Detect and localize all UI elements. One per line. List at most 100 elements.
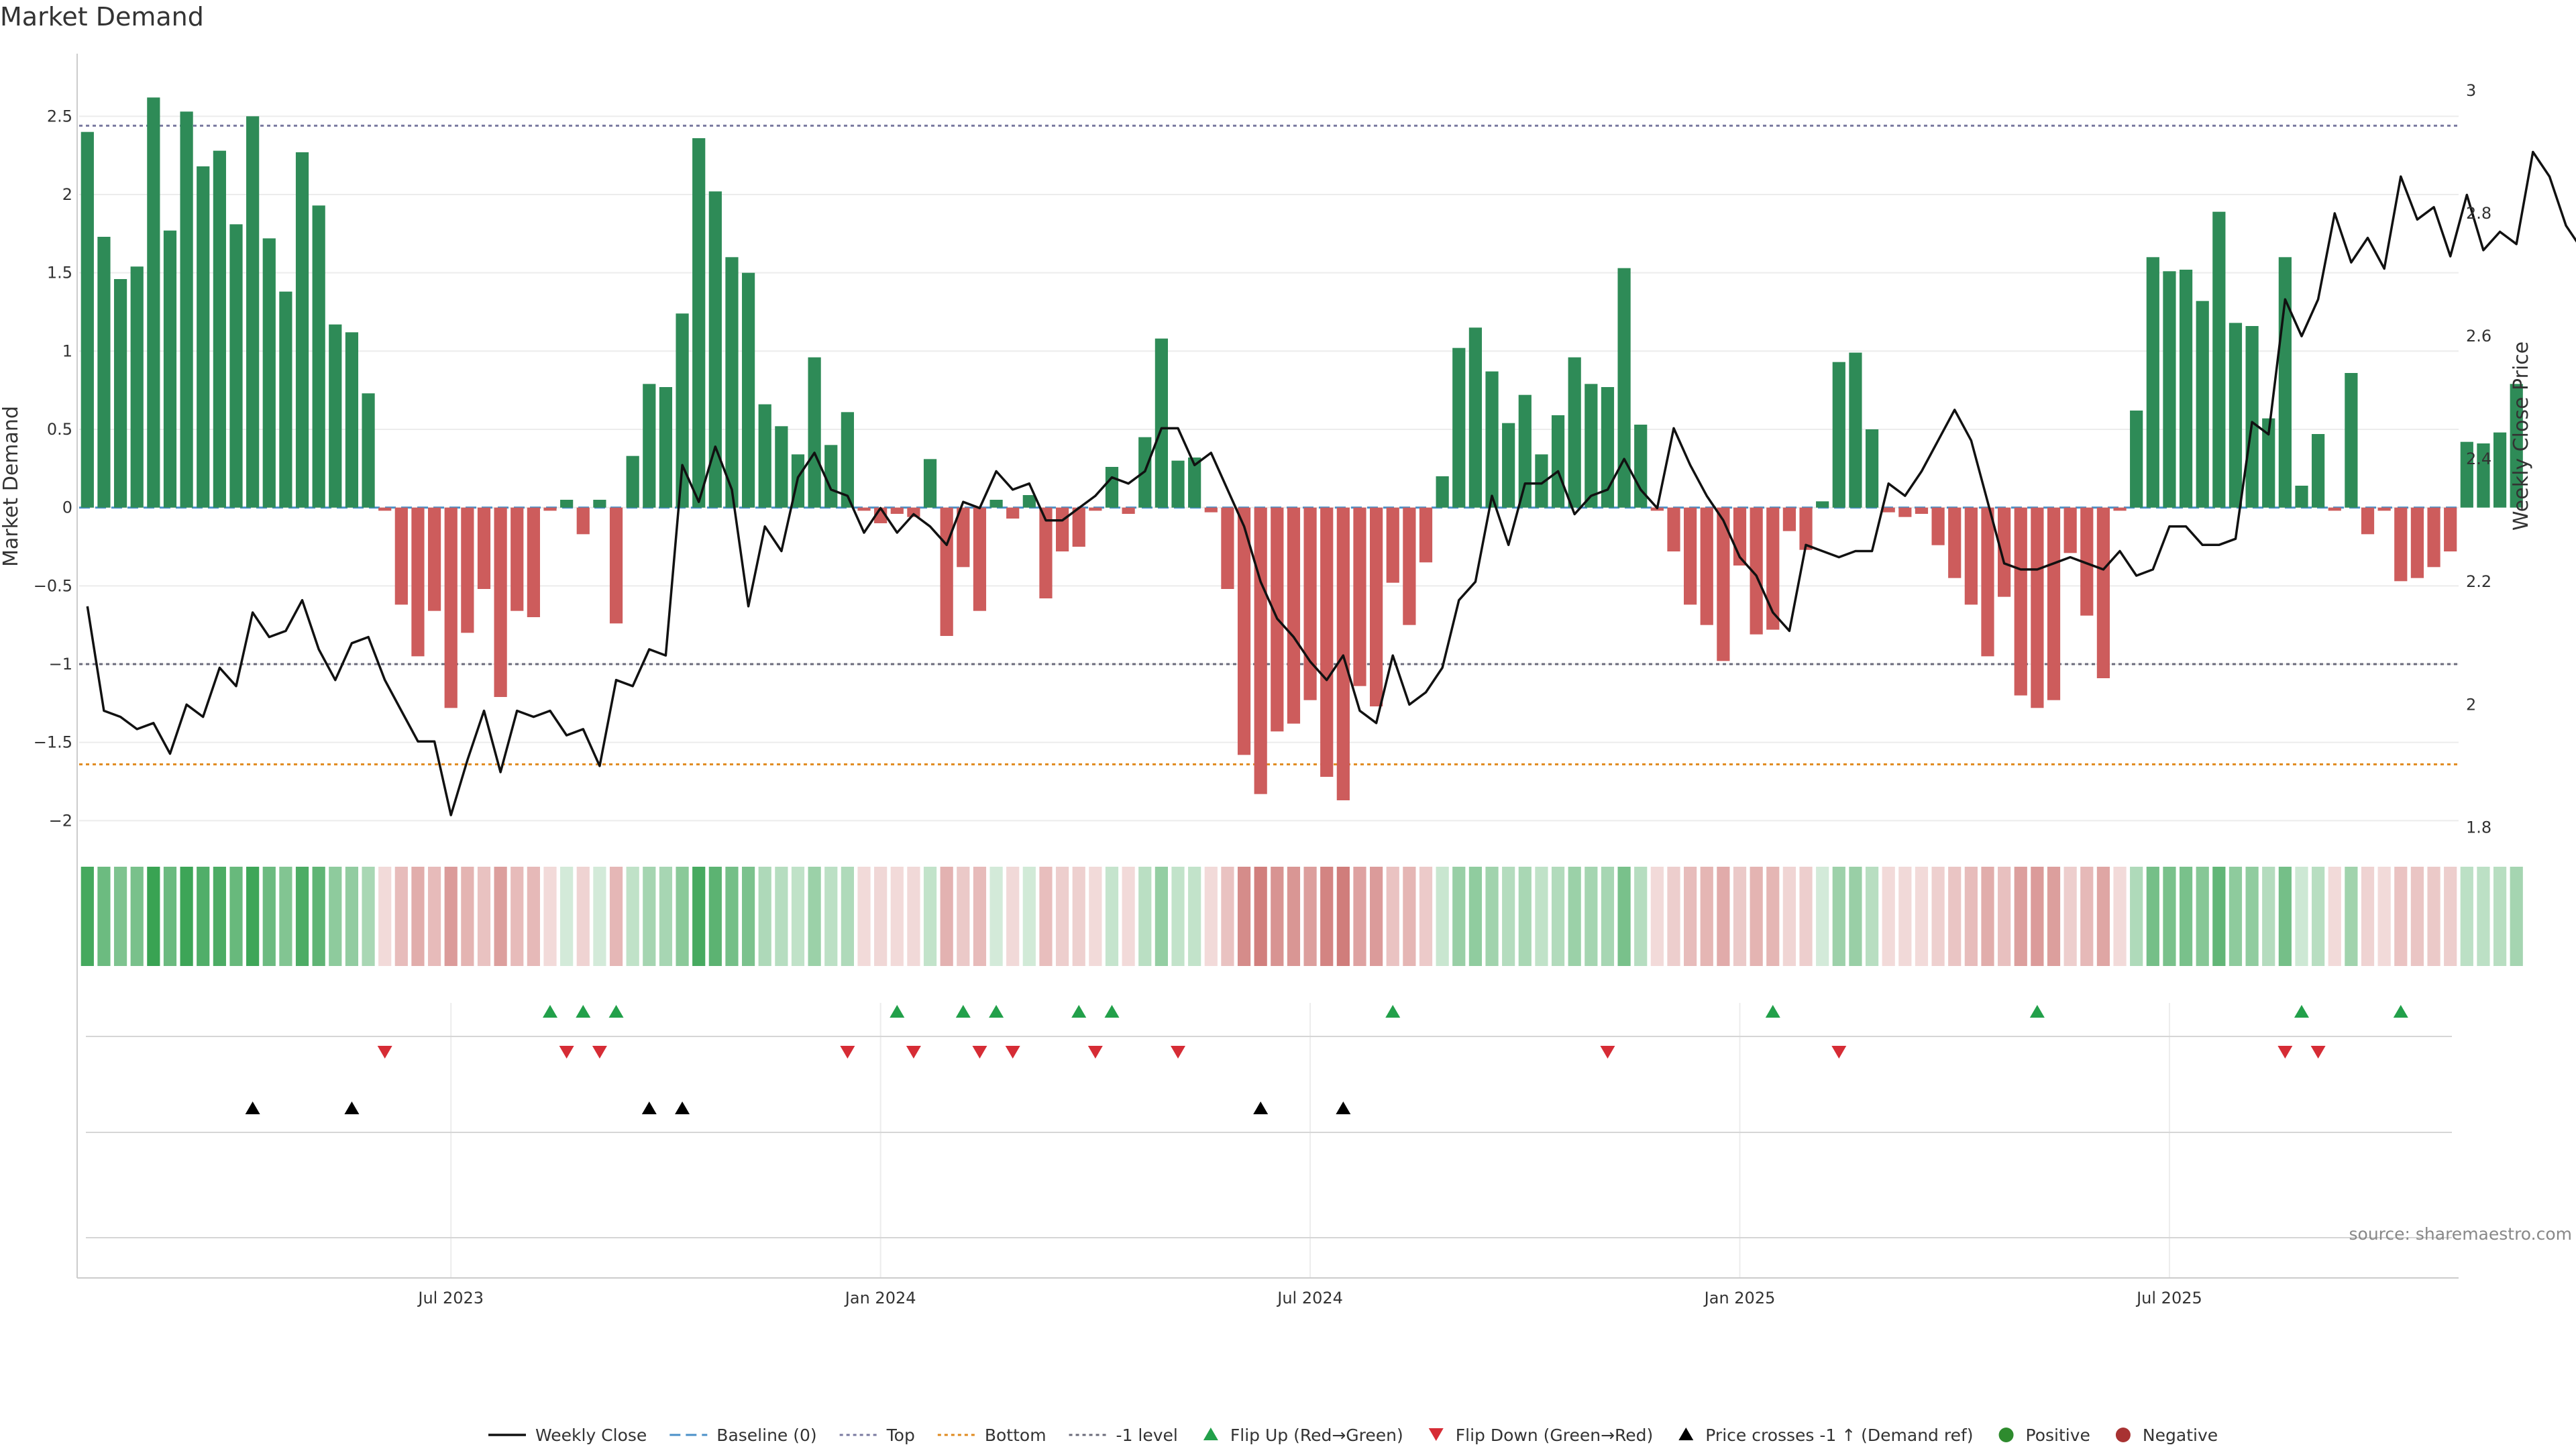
legend-label: -1 level <box>1116 1426 1178 1445</box>
y-left-tick-label: 0 <box>62 498 72 517</box>
demand-bar <box>1551 415 1565 508</box>
demand-bar <box>2345 373 2358 508</box>
strip-cell <box>1518 867 1532 966</box>
flip-down-marker <box>972 1046 987 1059</box>
strip-cell <box>1601 867 1615 966</box>
legend-item: Flip Down (Green→Red) <box>1428 1426 1653 1445</box>
demand-bar <box>477 507 491 589</box>
strip-cell <box>708 867 722 966</box>
reference-lines <box>79 124 2459 765</box>
strip-cell <box>262 867 276 966</box>
strip-cell <box>2312 867 2325 966</box>
demand-bar <box>1816 501 1829 508</box>
demand-bar <box>2328 507 2341 511</box>
flip-up-marker <box>543 1005 558 1018</box>
strip-cell <box>692 867 706 966</box>
strip-cell <box>2080 867 2094 966</box>
strip-cell <box>2477 867 2490 966</box>
demand-bar <box>1336 507 1350 800</box>
demand-bar <box>758 404 771 508</box>
strip-cell <box>279 867 292 966</box>
strip-cell <box>1585 867 1598 966</box>
strip-cell <box>2163 867 2176 966</box>
price-cross-marker <box>245 1102 260 1114</box>
strip-cell <box>576 867 590 966</box>
demand-bar <box>560 500 574 508</box>
demand-bar <box>1750 507 1763 635</box>
flip-down-marker <box>1087 1046 1103 1059</box>
demand-bar <box>2477 443 2490 508</box>
strip-cell <box>213 867 226 966</box>
demand-bar <box>907 507 920 517</box>
demand-bar <box>1055 507 1069 551</box>
strip-cell <box>1700 867 1713 966</box>
strip-cell <box>345 867 359 966</box>
x-axis: Jul 2023 Jan 2024 Jul 2024 Jan 2025 Jul 2025 <box>77 1277 2459 1307</box>
event-markers <box>245 1005 2408 1114</box>
strip-cell <box>1799 867 1813 966</box>
strip-cell <box>874 867 888 966</box>
demand-bar <box>1634 425 1648 508</box>
demand-bar <box>2444 507 2457 551</box>
demand-bar <box>808 357 821 508</box>
demand-bar <box>2080 507 2094 616</box>
legend-item: Top <box>839 1426 915 1445</box>
legend-swatch-negative <box>2115 1428 2131 1442</box>
strip-cell <box>1981 867 1994 966</box>
strip-cell <box>2212 867 2226 966</box>
x-tick-label: Jul 2024 <box>1276 1289 1343 1307</box>
flip-down-marker <box>1831 1046 1847 1059</box>
strip-cell <box>1237 867 1251 966</box>
strip-cell <box>1750 867 1763 966</box>
strip-cell <box>2262 867 2275 966</box>
weekly-close-line <box>86 150 2576 816</box>
legend-label: Price crosses -1 ↑ (Demand ref) <box>1705 1426 1973 1445</box>
strip-cell <box>2328 867 2341 966</box>
strip-cell <box>2146 867 2159 966</box>
strip-cell <box>2410 867 2424 966</box>
strip-cell <box>1370 867 1383 966</box>
strip-cell <box>1634 867 1648 966</box>
demand-bar <box>1766 507 1780 630</box>
demand-bar <box>725 257 739 508</box>
demand-bar <box>2146 257 2159 508</box>
demand-bar <box>1436 476 1449 508</box>
legend: Weekly Close Baseline (0) Top Bottom -1 leve… <box>488 1426 2218 1445</box>
strip-cell <box>2245 867 2259 966</box>
legend-item: Flip Up (Red→Green) <box>1203 1426 1403 1445</box>
demand-bar <box>527 507 540 617</box>
flip-up-marker <box>1071 1005 1087 1018</box>
demand-bar <box>1915 507 1929 514</box>
demand-bar <box>1188 458 1201 508</box>
demand-bar <box>1700 507 1713 625</box>
demand-bar <box>362 393 375 508</box>
strip-cell <box>2179 867 2193 966</box>
demand-bar <box>1287 507 1301 724</box>
strip-cell <box>1931 867 1945 966</box>
demand-bar <box>2361 507 2375 535</box>
strip-cell <box>1998 867 2011 966</box>
demand-bar <box>1403 507 1416 625</box>
demand-bar <box>2493 432 2507 508</box>
demand-bar <box>411 507 425 657</box>
strip-cell <box>890 867 904 966</box>
strip-cell <box>1468 867 1483 966</box>
strip-cell <box>1964 867 1978 966</box>
demand-bar <box>1072 507 1085 547</box>
demand-bar <box>427 507 441 611</box>
strip-cell <box>1502 867 1515 966</box>
strip-cell <box>2047 867 2061 966</box>
strip-cell <box>2460 867 2473 966</box>
demand-bar <box>1981 507 1994 657</box>
demand-bar <box>2312 434 2325 508</box>
flip-up-marker <box>1385 1005 1401 1018</box>
price-line-layer <box>86 150 2576 816</box>
legend-swatch-positive <box>1998 1428 2014 1442</box>
strip-cell <box>1039 867 1053 966</box>
demand-bar <box>609 507 623 624</box>
demand-bar <box>394 507 408 605</box>
strip-cell <box>2096 867 2110 966</box>
strip-cell <box>560 867 574 966</box>
y-left-tick-label: 1 <box>62 341 72 360</box>
strip-cell <box>163 867 177 966</box>
